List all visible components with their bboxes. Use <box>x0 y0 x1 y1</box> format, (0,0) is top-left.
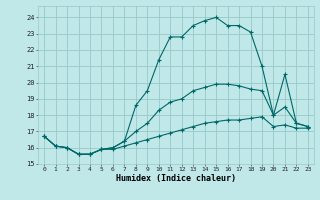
X-axis label: Humidex (Indice chaleur): Humidex (Indice chaleur) <box>116 174 236 183</box>
